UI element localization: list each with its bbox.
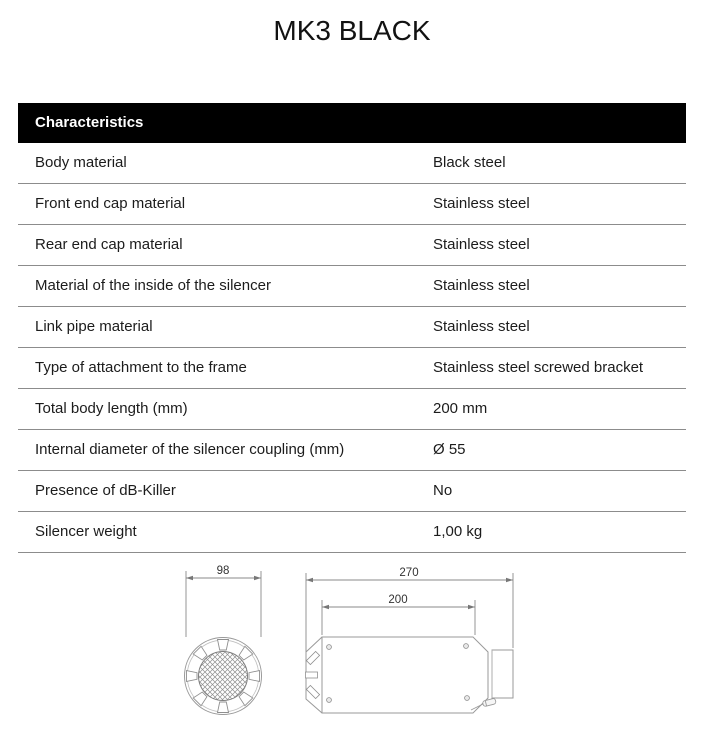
rivets [326, 643, 470, 703]
characteristic-label: Rear end cap material [35, 236, 183, 253]
front-view: 98 [184, 565, 262, 715]
characteristic-label: Silencer weight [35, 523, 137, 540]
table-row: Internal diameter of the silencer coupli… [18, 430, 686, 471]
characteristic-value: 1,00 kg [433, 523, 483, 540]
technical-drawing: 98 270 [184, 565, 514, 715]
characteristic-label: Link pipe material [35, 318, 153, 335]
characteristic-label: Type of attachment to the frame [35, 359, 247, 376]
coupling-pipe [491, 649, 514, 699]
table-row: Material of the inside of the silencer S… [18, 266, 686, 307]
end-cap-slots [305, 650, 321, 700]
vent-slots [186, 639, 260, 713]
characteristic-label: Total body length (mm) [35, 400, 188, 417]
body-length-dimension [321, 600, 476, 635]
table-row: Presence of dB-Killer No [18, 471, 686, 512]
table-header: Characteristics [18, 103, 686, 143]
table-row: Link pipe material Stainless steel [18, 307, 686, 348]
characteristic-label: Front end cap material [35, 195, 186, 212]
mounting-screw [470, 698, 497, 711]
characteristic-value: 200 mm [433, 400, 488, 417]
characteristic-label: Presence of dB-Killer [35, 482, 176, 499]
characteristics-table: Characteristics Body material Black stee… [18, 103, 686, 553]
front-width-dimension-label: 98 [217, 565, 230, 577]
page-title: MK3 BLACK [273, 15, 431, 46]
characteristic-value: Stainless steel screwed bracket [433, 359, 644, 376]
table-row: Total body length (mm) 200 mm [18, 389, 686, 430]
silencer-mesh [198, 651, 248, 701]
characteristic-value: Stainless steel [433, 277, 530, 294]
side-view: 270 200 [305, 567, 514, 714]
characteristic-label: Body material [35, 154, 127, 171]
body-length-dimension-label: 200 [388, 594, 407, 606]
silencer-body [321, 636, 489, 714]
table-row: Rear end cap material Stainless steel [18, 225, 686, 266]
silencer-outer-ring [184, 637, 262, 715]
table-row: Silencer weight 1,00 kg [18, 512, 686, 553]
table-row: Front end cap material Stainless steel [18, 184, 686, 225]
characteristic-value: Black steel [433, 154, 506, 171]
characteristic-label: Material of the inside of the silencer [35, 277, 271, 294]
front-width-dimension [185, 571, 262, 637]
characteristic-value: Ø 55 [433, 441, 466, 458]
characteristic-label: Internal diameter of the silencer coupli… [35, 441, 345, 458]
characteristic-value: Stainless steel [433, 318, 530, 335]
table-row: Type of attachment to the frame Stainles… [18, 348, 686, 389]
table-row: Body material Black steel [18, 143, 686, 184]
total-length-dimension [305, 573, 514, 652]
characteristic-value: Stainless steel [433, 195, 530, 212]
characteristic-value: No [433, 482, 453, 499]
characteristic-value: Stainless steel [433, 236, 530, 253]
total-length-dimension-label: 270 [399, 567, 418, 579]
